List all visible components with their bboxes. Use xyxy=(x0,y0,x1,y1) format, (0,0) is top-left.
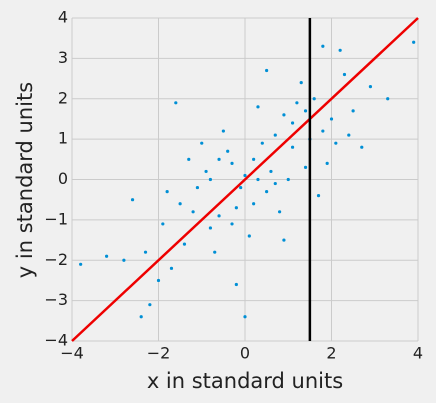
scatter-point xyxy=(139,315,143,319)
scatter-point xyxy=(243,315,247,319)
x-tick-label: 4 xyxy=(413,344,423,363)
scatter-point xyxy=(386,97,390,101)
scatter-point xyxy=(247,234,251,238)
scatter-point xyxy=(290,145,295,149)
scatter-point xyxy=(329,117,334,121)
scatter-point xyxy=(303,109,308,113)
scatter-point xyxy=(243,173,247,178)
y-tick-label: −1 xyxy=(44,209,68,228)
scatter-point xyxy=(217,157,221,161)
x-tick-label: 0 xyxy=(240,344,250,363)
scatter-point xyxy=(295,101,299,105)
scatter-point xyxy=(273,133,277,137)
scatter-point xyxy=(368,85,373,89)
scatter-point xyxy=(290,121,295,125)
scatter-point xyxy=(213,250,217,254)
scatter-point xyxy=(130,198,135,202)
scatter-point xyxy=(221,129,225,133)
scatter-point xyxy=(321,129,325,133)
scatter-point xyxy=(234,282,238,287)
y-tick-label: 3 xyxy=(58,48,68,67)
scatter-point xyxy=(161,222,165,226)
x-axis-label: x in standard units xyxy=(147,369,343,393)
scatter-point xyxy=(303,165,308,169)
scatter-point xyxy=(165,190,169,194)
y-tick-label: −3 xyxy=(44,290,68,309)
scatter-point xyxy=(234,206,238,210)
scatter-point xyxy=(217,214,221,218)
scatter-point xyxy=(208,226,212,230)
y-tick-label: 4 xyxy=(58,8,68,27)
scatter-point xyxy=(256,105,260,109)
scatter-point xyxy=(79,262,83,266)
scatter-point xyxy=(156,278,161,283)
scatter-point xyxy=(200,141,204,145)
scatter-point xyxy=(256,177,260,182)
scatter-point xyxy=(122,258,126,262)
scatter-point xyxy=(105,254,109,258)
reference-line xyxy=(71,17,419,342)
scatter-point xyxy=(351,109,355,113)
scatter-point xyxy=(282,113,286,117)
y-tick-label: −4 xyxy=(44,331,68,350)
scatter-point xyxy=(252,157,256,161)
scatter-point xyxy=(208,177,212,182)
scatter-point xyxy=(195,185,200,190)
scatter-point xyxy=(230,222,234,226)
scatter-point xyxy=(342,72,347,77)
x-tick-label: −2 xyxy=(147,344,171,363)
scatter-point xyxy=(316,194,321,198)
scatter-point xyxy=(338,48,342,52)
scatter-point xyxy=(191,210,195,214)
y-tick-label: 0 xyxy=(58,169,68,188)
scatter-point xyxy=(347,133,351,137)
scatter-point xyxy=(278,210,282,214)
scatter-point xyxy=(226,149,230,153)
scatter-point xyxy=(334,141,338,145)
scatter-point xyxy=(299,81,303,85)
scatter-point xyxy=(273,181,277,186)
scatter-point xyxy=(412,40,416,44)
scatter-point xyxy=(265,190,269,194)
scatter-point xyxy=(230,161,234,165)
y-tick-label: 2 xyxy=(58,88,68,107)
scatter-point xyxy=(321,44,325,48)
x-tick-label: 2 xyxy=(326,344,336,363)
x-tick-label: −4 xyxy=(60,344,84,363)
scatter-point xyxy=(143,250,148,254)
scatter-point xyxy=(169,266,174,270)
scatter-point xyxy=(312,97,316,101)
y-axis-label: y in standard units xyxy=(13,82,37,278)
scatter-point xyxy=(178,202,182,206)
scatter-point xyxy=(174,101,178,105)
scatter-point xyxy=(282,238,286,242)
scatter-point xyxy=(252,202,256,206)
scatter-point xyxy=(325,161,329,165)
y-tick-label: 1 xyxy=(58,129,68,148)
y-tick-label: −2 xyxy=(44,250,68,269)
scatter-point xyxy=(239,185,243,190)
scatter-point xyxy=(269,169,273,174)
scatter-point xyxy=(360,145,364,149)
scatter-point xyxy=(148,303,152,307)
scatter-point xyxy=(187,157,191,161)
scatter-point xyxy=(204,169,208,174)
scatter-point xyxy=(286,177,290,182)
scatter-point xyxy=(182,242,187,246)
scatter-point xyxy=(260,141,264,145)
scatter-point xyxy=(265,68,269,73)
